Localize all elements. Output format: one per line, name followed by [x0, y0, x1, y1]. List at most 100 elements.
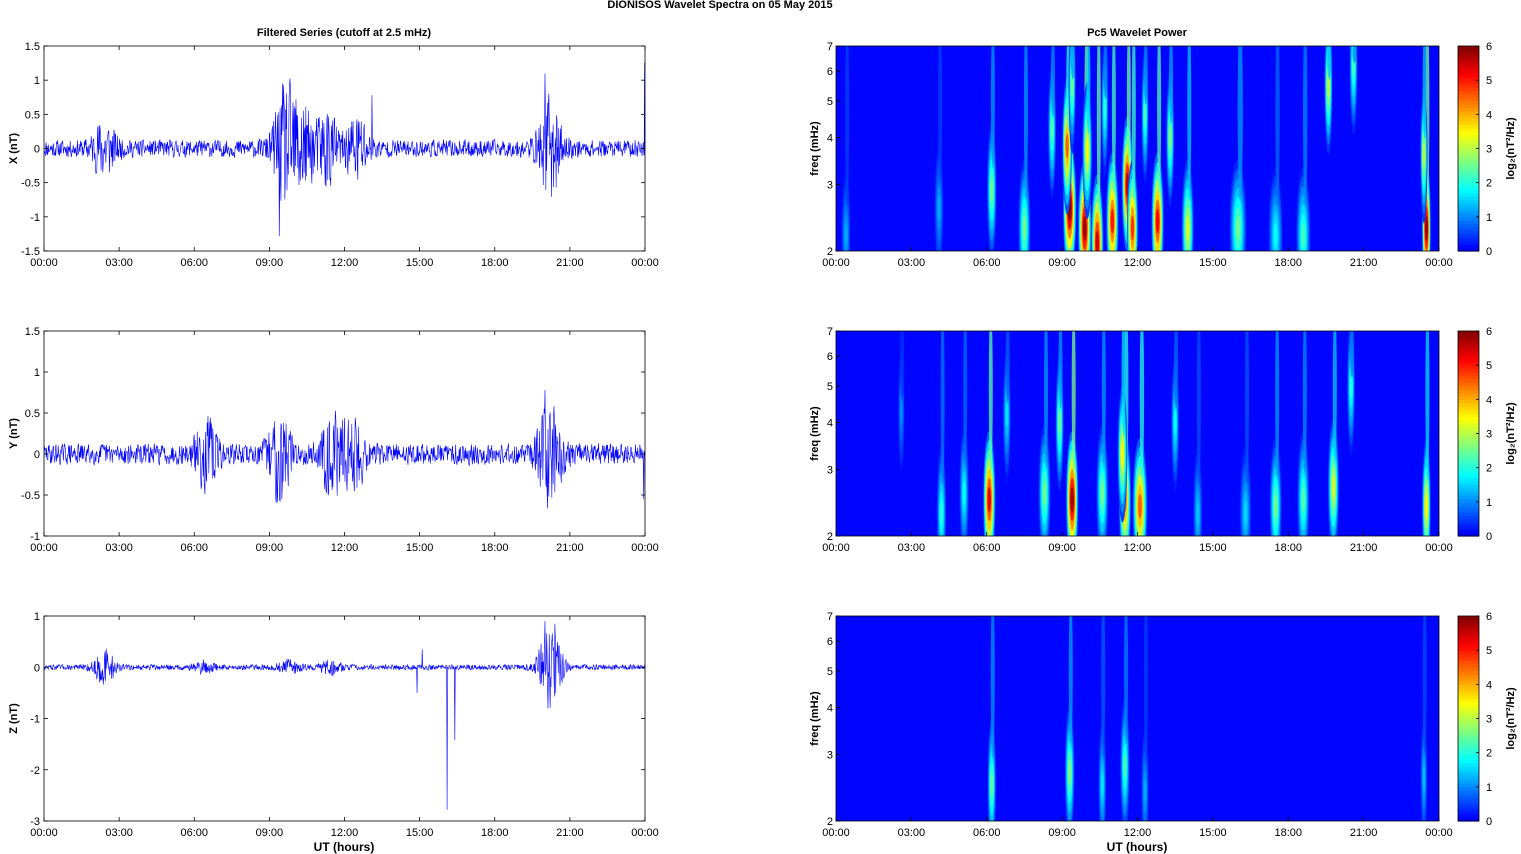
- power-blob: [897, 331, 905, 480]
- colorbar-segment: [1458, 636, 1479, 641]
- colorbar-segment: [1458, 131, 1479, 136]
- power-tail: [1422, 616, 1427, 754]
- heatmap-marks: [897, 331, 1431, 536]
- y-tick-label: 0.5: [25, 109, 40, 121]
- colorbar-tick-label: 2: [1486, 748, 1492, 760]
- colorbar-segment: [1458, 711, 1479, 716]
- colorbar-segment: [1458, 529, 1479, 534]
- power-level: [899, 398, 903, 424]
- colorbar-segment: [1458, 59, 1479, 64]
- colorbar-segment: [1458, 646, 1479, 651]
- power-tail: [990, 46, 995, 169]
- x-tick-label: 12:00: [331, 542, 359, 554]
- power-level: [1424, 493, 1428, 519]
- colorbar-label: log₂(nT²/Hz): [1505, 402, 1517, 465]
- x-tick-label: 03:00: [898, 257, 926, 269]
- colorbar-segment: [1458, 80, 1479, 85]
- power-blob: [1068, 46, 1076, 155]
- x-tick-label: 21:00: [556, 542, 584, 554]
- power-tail: [1275, 46, 1280, 207]
- colorbar-segment: [1458, 69, 1479, 74]
- y-tick-label: 7: [827, 611, 833, 623]
- power-tail: [1070, 46, 1075, 80]
- colorbar-segment: [1458, 121, 1479, 126]
- figure-title: DIONISOS Wavelet Spectra on 05 May 2015: [607, 0, 832, 11]
- colorbar-segment: [1458, 773, 1479, 778]
- x-tick-label: 12:00: [1124, 542, 1152, 554]
- power-tail: [1352, 46, 1357, 63]
- x-tick-label: 00:00: [631, 827, 659, 839]
- power-level: [1422, 142, 1426, 168]
- power-blob: [1101, 46, 1109, 177]
- colorbar-segment: [1458, 622, 1479, 627]
- colorbar-segment: [1458, 389, 1479, 394]
- power-blob: [1098, 616, 1107, 821]
- power-blob: [1420, 616, 1428, 821]
- power-level: [1065, 133, 1069, 159]
- colorbar-segment: [1458, 124, 1479, 129]
- colorbar-segment: [1458, 203, 1479, 208]
- colorbar-segment: [1458, 165, 1479, 170]
- colorbar-segment: [1458, 708, 1479, 713]
- colorbar-segment: [1458, 145, 1479, 150]
- colorbar-tick-label: 5: [1486, 645, 1492, 657]
- colorbar-segment: [1458, 100, 1479, 105]
- colorbar-segment: [1458, 512, 1479, 517]
- x-tick-label: 18:00: [1274, 257, 1302, 269]
- colorbar-segment: [1458, 358, 1479, 363]
- colorbar-segment: [1458, 443, 1479, 448]
- y-tick-label: 1.5: [25, 326, 40, 338]
- colorbar-segment: [1458, 532, 1479, 537]
- x-tick-label: 12:00: [1124, 827, 1152, 839]
- x-tick-label: 12:00: [331, 257, 359, 269]
- colorbar-segment: [1458, 169, 1479, 174]
- colorbar-segment: [1458, 227, 1479, 232]
- power-tail: [1023, 46, 1028, 201]
- power-tail: [1050, 46, 1055, 118]
- power-blob: [1324, 46, 1333, 155]
- x-tick-label: 03:00: [898, 542, 926, 554]
- colorbar-segment: [1458, 419, 1479, 424]
- power-level: [1005, 402, 1009, 427]
- colorbar-segment: [1458, 715, 1479, 720]
- colorbar-segment: [1458, 762, 1479, 767]
- power-tail: [1169, 46, 1174, 124]
- colorbar-segment: [1458, 134, 1479, 139]
- colorbar-segment: [1458, 718, 1479, 723]
- colorbar-segment: [1458, 413, 1479, 418]
- colorbar-segment: [1458, 375, 1479, 380]
- power-tail: [845, 46, 850, 207]
- y-axis-label: freq (mHz): [809, 121, 821, 176]
- x-tick-label: 21:00: [1350, 257, 1378, 269]
- colorbar-segment: [1458, 46, 1479, 51]
- colorbar-segment: [1458, 626, 1479, 631]
- y-axis-label: X (nT): [8, 133, 20, 164]
- colorbar-segment: [1458, 488, 1479, 493]
- y-tick-label: 6: [827, 351, 833, 363]
- power-tail: [1245, 331, 1250, 486]
- series-line-x: [43, 63, 646, 236]
- heatmap-marks: [987, 616, 1428, 821]
- power-blob: [1064, 616, 1075, 821]
- power-level: [1143, 778, 1147, 804]
- power-blob: [1193, 331, 1203, 536]
- colorbar-segment: [1458, 793, 1479, 798]
- power-level: [1235, 215, 1241, 241]
- colorbar: 0 1 2 3 4 5 6 log₂(nT²/Hz): [1457, 326, 1517, 543]
- colorbar-segment: [1458, 633, 1479, 638]
- colorbar-tick-label: 2: [1486, 178, 1492, 190]
- colorbar-segment: [1458, 728, 1479, 733]
- colorbar-segment: [1458, 474, 1479, 479]
- colorbar-tick-label: 4: [1486, 109, 1492, 121]
- heatmap-background: [836, 616, 1439, 821]
- y-tick-label: 4: [827, 703, 833, 715]
- y-tick-label: 1: [34, 611, 40, 623]
- power-tail: [1349, 331, 1354, 378]
- power-level: [1022, 215, 1027, 241]
- power-blob: [1018, 46, 1031, 251]
- power-blob: [1117, 331, 1128, 523]
- colorbar-segment: [1458, 244, 1479, 249]
- y-tick-label: 0: [34, 449, 40, 461]
- colorbar-segment: [1458, 223, 1479, 228]
- colorbar-segment: [1458, 742, 1479, 747]
